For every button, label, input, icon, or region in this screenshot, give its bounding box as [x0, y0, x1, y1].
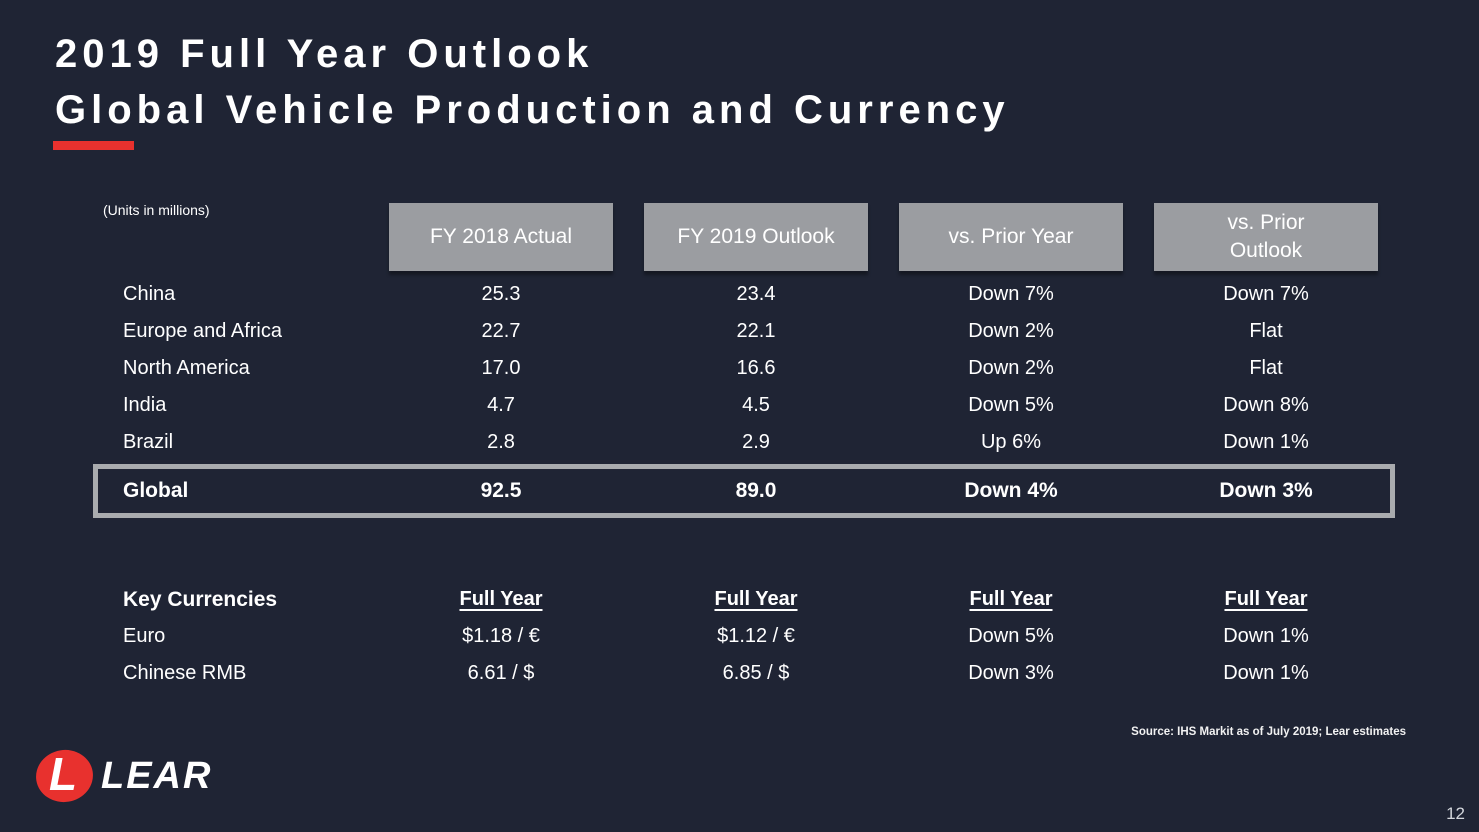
fy2019-rate-value: $1.12 / € — [717, 625, 795, 647]
region-label: Europe and Africa — [123, 320, 282, 342]
currency-row-euro: Euro $1.18 / € $1.12 / € Down 5% Down 1% — [93, 618, 1395, 655]
column-header-fy2018-actual: FY 2018 Actual — [389, 203, 613, 271]
fy2018-actual-value: 2.8 — [487, 431, 515, 453]
vs-prior-outlook-value: Flat — [1249, 357, 1283, 379]
title-accent-bar — [53, 141, 134, 150]
vs-prior-year-value: Down 3% — [968, 662, 1054, 684]
slide-title-line2: Global Vehicle Production and Currency — [55, 88, 1010, 132]
fy2018-actual-value: 92.5 — [480, 479, 522, 502]
fy2019-outlook-value: 89.0 — [735, 479, 777, 502]
fy2019-outlook-value: 4.5 — [742, 394, 770, 416]
vs-prior-year-value: Down 5% — [968, 625, 1054, 647]
fy2018-rate-value: 6.61 / $ — [467, 662, 535, 684]
vs-prior-outlook-value: Down 1% — [1223, 431, 1309, 453]
full-year-header: Full Year — [899, 588, 1123, 611]
full-year-header: Full Year — [1154, 588, 1378, 611]
currency-section-title: Key Currencies — [123, 587, 278, 611]
column-header-label: vs. Prior Outlook — [1227, 211, 1305, 262]
fy2018-actual-value: 22.7 — [481, 320, 521, 342]
column-header-vs-prior-year: vs. Prior Year — [899, 203, 1123, 271]
fy2018-actual-value: 17.0 — [481, 357, 521, 379]
vs-prior-outlook-value: Down 1% — [1223, 625, 1309, 647]
currency-table: Key Currencies Full Year Full Year Full … — [93, 581, 1395, 692]
table-row-brazil: Brazil 2.8 2.9 Up 6% Down 1% — [93, 424, 1395, 461]
full-year-header-label: Full Year — [969, 588, 1053, 610]
fy2019-outlook-value: 22.1 — [736, 320, 776, 342]
fy2018-actual-value: 4.7 — [487, 394, 515, 416]
production-table-header: FY 2018 Actual FY 2019 Outlook vs. Prior… — [93, 203, 1395, 271]
production-table-body: China 25.3 23.4 Down 7% Down 7% Europe a… — [93, 276, 1395, 461]
fy2018-actual-value: 25.3 — [481, 283, 521, 305]
region-label: Brazil — [123, 431, 174, 453]
source-note: Source: IHS Markit as of July 2019; Lear… — [1131, 726, 1406, 738]
column-header-label: FY 2019 Outlook — [677, 225, 835, 248]
full-year-header-label: Full Year — [1224, 588, 1308, 610]
currency-label: Chinese RMB — [123, 662, 247, 684]
column-header-fy2019-outlook: FY 2019 Outlook — [644, 203, 868, 271]
page-number: 12 — [1446, 804, 1465, 823]
slide-title-line1: 2019 Full Year Outlook — [55, 32, 594, 76]
vs-prior-outlook-value: Flat — [1249, 320, 1283, 342]
lear-logo-letter: L — [49, 748, 78, 801]
fy2019-outlook-value: 16.6 — [736, 357, 776, 379]
full-year-header-label: Full Year — [714, 588, 798, 610]
table-row-europe-africa: Europe and Africa 22.7 22.1 Down 2% Flat — [93, 313, 1395, 350]
table-row-china: China 25.3 23.4 Down 7% Down 7% — [93, 276, 1395, 313]
vs-prior-year-value: Down 5% — [968, 394, 1054, 416]
currency-table-header: Key Currencies Full Year Full Year Full … — [93, 581, 1395, 618]
vs-prior-outlook-value: Down 3% — [1219, 479, 1313, 502]
fy2018-rate-value: $1.18 / € — [462, 625, 540, 647]
region-label: Global — [123, 479, 189, 502]
region-label: North America — [123, 357, 250, 379]
vs-prior-year-value: Down 2% — [968, 320, 1054, 342]
column-header-label: vs. Prior Year — [948, 225, 1074, 248]
production-table-total-row: Global 92.5 89.0 Down 4% Down 3% — [93, 464, 1395, 518]
vs-prior-outlook-value: Down 8% — [1223, 394, 1309, 416]
lear-logo-text: LEAR — [101, 754, 213, 797]
full-year-header: Full Year — [644, 588, 868, 611]
table-row-north-america: North America 17.0 16.6 Down 2% Flat — [93, 350, 1395, 387]
lear-logo: L LEAR — [32, 745, 213, 807]
region-label: India — [123, 394, 167, 416]
currency-label: Euro — [123, 625, 166, 647]
lear-logo-mark-icon: L — [32, 745, 97, 807]
units-note: (Units in millions) — [103, 202, 210, 218]
full-year-header-label: Full Year — [459, 588, 543, 610]
fy2019-outlook-value: 23.4 — [736, 283, 776, 305]
fy2019-outlook-value: 2.9 — [742, 431, 770, 453]
vs-prior-year-value: Up 6% — [980, 431, 1042, 453]
column-header-label: FY 2018 Actual — [429, 225, 573, 248]
vs-prior-year-value: Down 2% — [968, 357, 1054, 379]
region-label: China — [123, 283, 176, 305]
table-row-india: India 4.7 4.5 Down 5% Down 8% — [93, 387, 1395, 424]
slide-title: 2019 Full Year Outlook Global Vehicle Pr… — [55, 26, 1010, 138]
vs-prior-outlook-value: Down 1% — [1223, 662, 1309, 684]
vs-prior-year-value: Down 7% — [968, 283, 1054, 305]
column-header-vs-prior-outlook: vs. Prior Outlook — [1154, 203, 1378, 271]
fy2019-rate-value: 6.85 / $ — [722, 662, 790, 684]
currency-row-chinese-rmb: Chinese RMB 6.61 / $ 6.85 / $ Down 3% Do… — [93, 655, 1395, 692]
vs-prior-year-value: Down 4% — [964, 479, 1058, 502]
full-year-header: Full Year — [389, 588, 613, 611]
vs-prior-outlook-value: Down 7% — [1223, 283, 1309, 305]
